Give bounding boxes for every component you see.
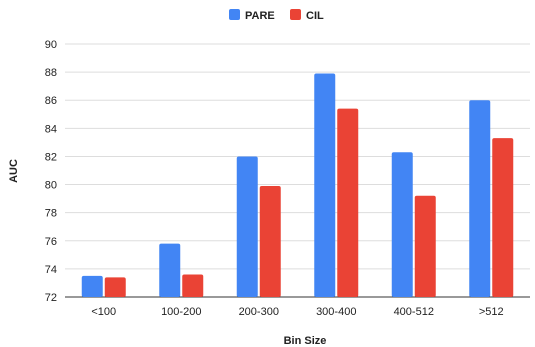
bar-pare-0 bbox=[81, 275, 103, 297]
x-tick-label: 200-300 bbox=[239, 306, 279, 318]
x-axis-ticks: <100 100-200 200-300 300-400 400-512 >512 bbox=[91, 306, 503, 318]
y-axis-title: AUC bbox=[8, 159, 20, 183]
y-tick-label: 90 bbox=[45, 39, 57, 51]
y-tick-label: 78 bbox=[45, 208, 57, 220]
y-tick-label: 82 bbox=[45, 151, 57, 163]
legend-label-cil: CIL bbox=[306, 10, 324, 22]
legend: PARE CIL bbox=[229, 9, 324, 22]
y-tick-label: 84 bbox=[45, 123, 57, 135]
bar-cil-1 bbox=[182, 274, 204, 297]
x-tick-label: >512 bbox=[479, 306, 504, 318]
bar-cil-3 bbox=[337, 108, 359, 298]
gridlines bbox=[65, 43, 530, 298]
bar-pare-5 bbox=[469, 100, 491, 297]
bar-pare-1 bbox=[159, 243, 181, 297]
y-tick-label: 80 bbox=[45, 180, 57, 192]
y-tick-label: 74 bbox=[45, 264, 57, 276]
x-tick-label: 400-512 bbox=[394, 306, 434, 318]
bars bbox=[81, 73, 514, 298]
x-tick-label: <100 bbox=[91, 306, 116, 318]
y-tick-label: 72 bbox=[45, 292, 57, 304]
bar-pare-2 bbox=[236, 156, 258, 297]
y-tick-label: 86 bbox=[45, 95, 57, 107]
bar-cil-5 bbox=[492, 138, 514, 297]
y-tick-label: 76 bbox=[45, 236, 57, 248]
y-axis-ticks: 72 74 76 78 80 82 84 86 88 90 bbox=[45, 39, 57, 304]
x-tick-label: 100-200 bbox=[161, 306, 201, 318]
legend-swatch-pare bbox=[229, 9, 240, 20]
y-tick-label: 88 bbox=[45, 67, 57, 79]
bar-pare-3 bbox=[314, 73, 336, 298]
bar-pare-4 bbox=[391, 152, 413, 297]
x-tick-label: 300-400 bbox=[316, 306, 356, 318]
bar-cil-0 bbox=[104, 277, 126, 297]
bar-cil-4 bbox=[414, 195, 436, 297]
bar-cil-2 bbox=[259, 185, 281, 297]
legend-swatch-cil bbox=[290, 9, 301, 20]
x-axis-title: Bin Size bbox=[284, 335, 327, 347]
legend-label-pare: PARE bbox=[245, 10, 275, 22]
